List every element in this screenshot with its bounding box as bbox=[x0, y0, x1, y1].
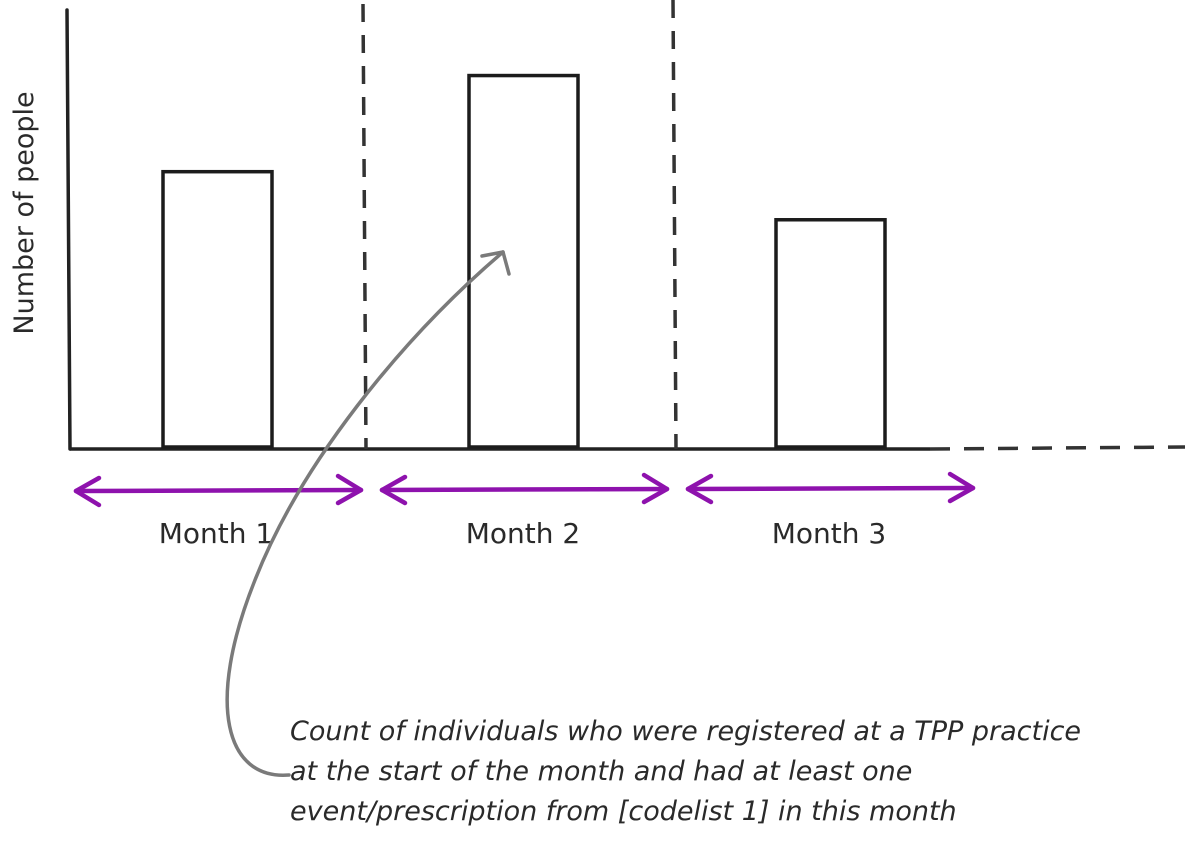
x-axis-continuation bbox=[929, 445, 1185, 451]
month-label-3: Month 3 bbox=[772, 517, 886, 550]
caption-line-3: event/prescription from [codelist 1] in … bbox=[290, 796, 957, 827]
y-axis-label: Number of people bbox=[9, 91, 40, 334]
caption: Count of individuals who were registered… bbox=[290, 712, 1170, 832]
month-1-span-arrow bbox=[73, 473, 364, 508]
caption-line-2: at the start of the month and had at lea… bbox=[290, 756, 913, 787]
bar-month-1 bbox=[161, 169, 274, 449]
month-divider-1 bbox=[361, 3, 368, 450]
y-axis bbox=[65, 8, 72, 451]
month-3-span-arrow bbox=[685, 471, 976, 505]
month-label-2: Month 2 bbox=[466, 517, 580, 550]
caption-line-1: Count of individuals who were registered… bbox=[290, 716, 1082, 747]
curved-arrow-icon bbox=[225, 250, 511, 777]
bar-month-3 bbox=[774, 218, 887, 449]
month-label-1: Month 1 bbox=[159, 517, 273, 550]
month-2-span-arrow bbox=[379, 472, 670, 506]
bar-month-2 bbox=[467, 73, 580, 449]
month-divider-2 bbox=[671, 0, 678, 450]
